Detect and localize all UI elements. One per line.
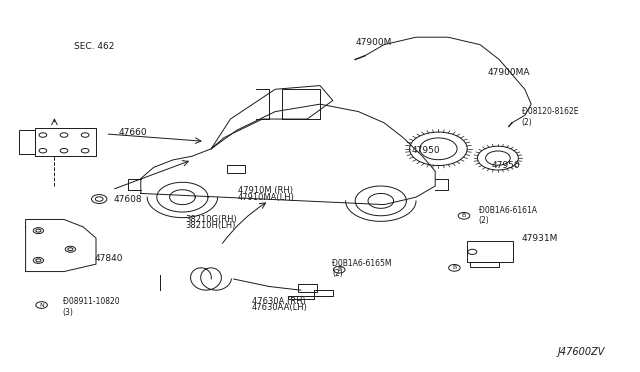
Text: 47910M (RH): 47910M (RH) bbox=[238, 186, 293, 195]
Text: 38210H(LH): 38210H(LH) bbox=[186, 221, 236, 230]
Text: Ð08120-8162E
(2): Ð08120-8162E (2) bbox=[522, 108, 578, 127]
Text: 38210G(RH): 38210G(RH) bbox=[186, 215, 237, 224]
Text: B: B bbox=[462, 213, 466, 218]
Text: Ð0B1A6-6161A
(2): Ð0B1A6-6161A (2) bbox=[479, 206, 537, 225]
Text: J47600ZV: J47600ZV bbox=[558, 347, 605, 356]
Text: 47950: 47950 bbox=[492, 161, 520, 170]
Text: 47910MA(LH): 47910MA(LH) bbox=[238, 193, 295, 202]
Text: B: B bbox=[337, 267, 341, 272]
Text: Ð0B1A6-6165M
(2): Ð0B1A6-6165M (2) bbox=[332, 259, 392, 278]
Text: 47660: 47660 bbox=[118, 128, 147, 137]
Text: 47900M: 47900M bbox=[355, 38, 392, 47]
Text: N: N bbox=[39, 302, 44, 308]
Text: B: B bbox=[452, 265, 456, 270]
Text: 47931M: 47931M bbox=[522, 234, 558, 243]
Text: 47608: 47608 bbox=[114, 195, 143, 203]
Text: 47840: 47840 bbox=[95, 254, 124, 263]
Text: Ð08911-10820
(3): Ð08911-10820 (3) bbox=[63, 297, 119, 317]
Text: 47630AA(LH): 47630AA(LH) bbox=[252, 303, 307, 312]
Text: SEC. 462: SEC. 462 bbox=[74, 42, 114, 51]
Text: 47630A (RH): 47630A (RH) bbox=[252, 297, 305, 306]
Text: 47950: 47950 bbox=[412, 146, 440, 155]
Text: 47900MA: 47900MA bbox=[488, 68, 530, 77]
